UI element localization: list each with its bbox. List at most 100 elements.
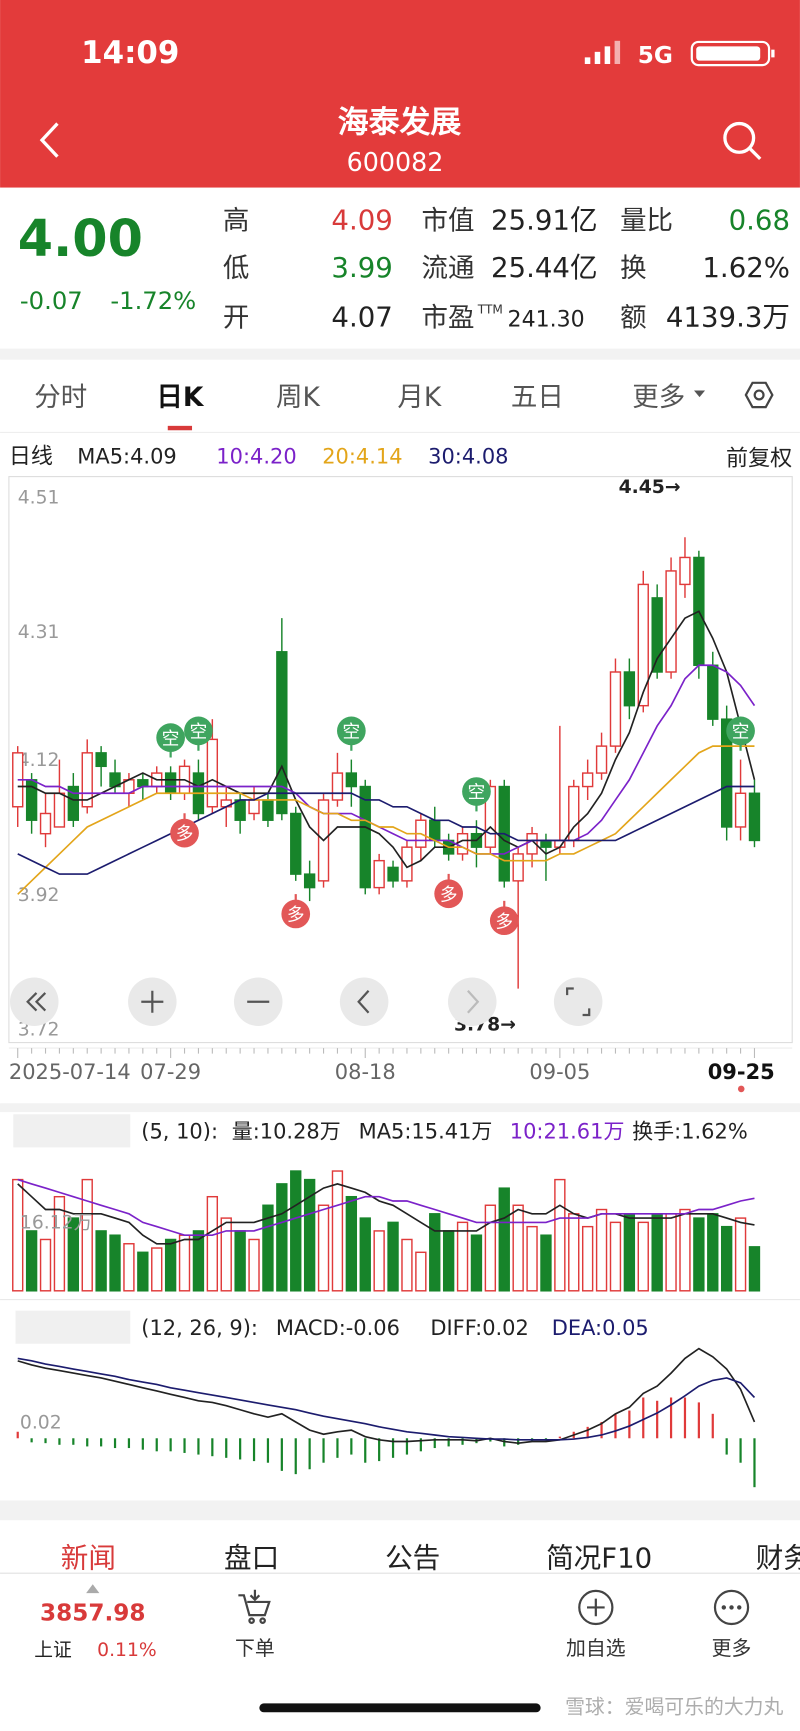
volume-bar — [178, 1234, 191, 1292]
header-bg — [0, 0, 800, 188]
volume-bar — [276, 1183, 288, 1292]
volume-bar — [679, 1208, 691, 1292]
volume-bar — [290, 1170, 302, 1292]
macd-bar — [58, 1438, 61, 1445]
macd-bar — [197, 1438, 200, 1455]
watermark: 雪球：爱喝可乐的大力丸 — [565, 1695, 783, 1718]
indicator-selector[interactable] — [15, 1310, 131, 1344]
candle-body — [526, 832, 538, 855]
volume-bar — [331, 1170, 344, 1292]
control-prev[interactable] — [339, 977, 389, 1027]
volume-bar — [415, 1251, 427, 1292]
action-label[interactable]: 加自选 — [566, 1637, 626, 1660]
macd-bar — [336, 1438, 339, 1458]
tab[interactable]: 月K — [397, 382, 441, 413]
bottom-tab[interactable]: 新闻 — [61, 1542, 116, 1575]
candle-body — [290, 812, 302, 875]
volume-bar — [248, 1238, 260, 1292]
macd-bar — [725, 1438, 728, 1455]
panel-params: (5, 10): — [141, 1120, 218, 1144]
macd-bar — [280, 1438, 283, 1471]
macd-bar — [100, 1438, 103, 1447]
macd-bar — [266, 1438, 270, 1463]
macd-bar — [183, 1438, 186, 1453]
signal-label: 多 — [495, 911, 513, 932]
candle-body — [359, 785, 371, 889]
macd-bar — [294, 1438, 297, 1475]
y-tick-label: 16.12万 — [20, 1212, 92, 1233]
volume-bar — [540, 1234, 552, 1292]
field-label: 流通 — [422, 253, 475, 284]
adjust-label[interactable]: 前复权 — [726, 447, 792, 472]
signal-icon — [584, 40, 621, 64]
volume-bar — [303, 1178, 316, 1292]
line-series — [17, 664, 756, 855]
back-button[interactable] — [39, 122, 59, 158]
volume-bar — [637, 1221, 649, 1292]
volume-bar — [484, 1204, 497, 1292]
bottom-tab[interactable]: 公告 — [385, 1542, 440, 1575]
bottom-tab[interactable]: 盘口 — [224, 1542, 279, 1575]
field-value: 241.30 — [508, 308, 585, 333]
macd-bar — [558, 1436, 561, 1439]
tab[interactable]: 五日 — [511, 382, 564, 413]
legend-entry: DIFF:0.02 — [430, 1316, 529, 1340]
macd-bar — [16, 1431, 19, 1439]
volume-bar — [12, 1178, 24, 1292]
volume-bar — [81, 1178, 93, 1292]
signal-badge — [184, 716, 213, 746]
signal-label: 空 — [732, 722, 750, 743]
volume-bar — [95, 1230, 107, 1292]
action-label[interactable]: 更多 — [712, 1637, 752, 1660]
control-rewind[interactable] — [10, 977, 59, 1027]
tab-underline — [167, 425, 193, 431]
tab[interactable]: 周K — [276, 382, 320, 413]
macd-bar — [503, 1438, 506, 1447]
macd-bar — [642, 1397, 645, 1439]
signal-badge — [434, 879, 463, 909]
tab[interactable]: 更多 — [632, 382, 685, 413]
volume-bar — [707, 1213, 719, 1292]
control-next[interactable] — [447, 977, 497, 1027]
field-sup: TTM — [477, 302, 503, 316]
bottom-tab[interactable]: 财务 — [756, 1542, 800, 1575]
field-value: 4.09 — [331, 203, 392, 236]
field-value: 0.68 — [729, 203, 790, 236]
settings-icon[interactable] — [744, 381, 774, 409]
candle-body — [623, 671, 636, 707]
volume-bar — [164, 1238, 177, 1292]
index-change: 0.11% — [97, 1640, 157, 1661]
field-label: 换 — [620, 253, 646, 284]
macd-bar — [753, 1438, 756, 1488]
macd-bar — [378, 1438, 381, 1462]
volume-bar — [693, 1217, 705, 1292]
candle-body — [609, 671, 622, 747]
bottom-tab[interactable]: 简况F10 — [546, 1542, 652, 1575]
volume-bar — [39, 1238, 52, 1292]
volume-bar — [512, 1204, 524, 1292]
candle-body — [248, 799, 260, 815]
candle-body — [595, 745, 608, 774]
tab[interactable]: 日K — [156, 382, 204, 413]
macd-bar — [44, 1438, 47, 1444]
control-reset[interactable] — [553, 977, 603, 1027]
home-indicator — [259, 1703, 541, 1713]
volume-bar — [123, 1243, 135, 1292]
search-button[interactable] — [723, 121, 762, 161]
macd-bar — [614, 1413, 617, 1439]
macd-bar — [252, 1438, 256, 1462]
action-label[interactable]: 下单 — [235, 1637, 275, 1660]
change-pct: -1.72% — [110, 286, 196, 315]
line-series — [17, 745, 755, 895]
candle-body — [95, 752, 107, 768]
volume-bar — [581, 1225, 594, 1292]
volume-bar — [429, 1213, 441, 1292]
signal-label: 多 — [287, 905, 305, 926]
field-value: 4.07 — [331, 301, 392, 334]
candle-body — [345, 772, 358, 788]
tab[interactable]: 分时 — [34, 382, 87, 413]
volume-selector[interactable] — [13, 1114, 131, 1148]
index-value[interactable]: 3857.98 — [40, 1601, 145, 1627]
signal-label: 多 — [440, 884, 458, 905]
battery-icon — [690, 40, 775, 67]
